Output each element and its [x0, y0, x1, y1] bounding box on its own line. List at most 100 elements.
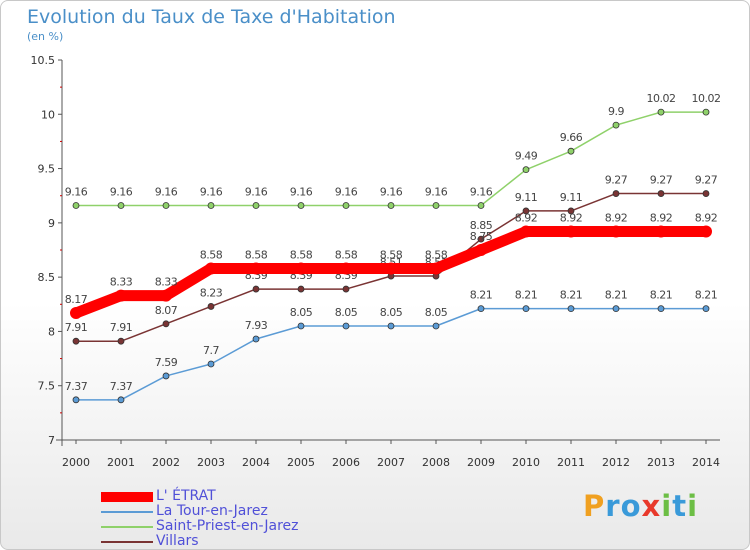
data-point [205, 262, 217, 275]
data-point [117, 337, 125, 345]
data-label: 8.58 [380, 248, 403, 261]
data-label: 10.02 [692, 92, 721, 105]
data-point [520, 225, 532, 238]
x-tick-label: 2013 [647, 456, 675, 469]
logo-letter: r [605, 489, 621, 523]
logo-letter: i [687, 489, 699, 523]
data-label: 9.16 [200, 185, 223, 198]
data-label: 8.92 [605, 212, 628, 225]
data-point [612, 305, 620, 313]
data-point [387, 202, 395, 209]
data-point [342, 322, 350, 330]
data-label: 7.91 [65, 321, 88, 334]
x-tick-label: 2008 [422, 456, 450, 469]
data-point [477, 202, 485, 209]
data-label: 8.05 [335, 306, 358, 319]
data-point [610, 225, 622, 238]
data-point [295, 262, 307, 275]
logo-letter: x [641, 489, 662, 523]
data-label: 8.07 [155, 304, 178, 317]
data-label: 9.16 [290, 185, 313, 198]
legend-swatch [101, 492, 153, 502]
data-point [207, 360, 215, 368]
y-tick-label: 10 [41, 108, 55, 121]
data-label: 7.7 [203, 344, 219, 357]
data-label: 8.05 [380, 306, 403, 319]
data-point [72, 202, 80, 209]
chart-unit-label: (en %) [27, 30, 64, 43]
data-point [297, 322, 305, 330]
data-point [385, 262, 397, 275]
data-label: 7.59 [155, 356, 178, 369]
data-point [297, 285, 305, 293]
data-label: 8.92 [650, 212, 673, 225]
data-point [477, 305, 485, 313]
data-point [162, 202, 170, 209]
data-label: 8.58 [200, 248, 223, 261]
data-label: 8.05 [290, 306, 313, 319]
data-label: 8.33 [110, 276, 133, 289]
data-label: 9.27 [650, 174, 673, 187]
data-label: 8.21 [515, 289, 538, 302]
data-label: 9.66 [560, 131, 583, 144]
data-point [252, 285, 260, 293]
data-point [342, 285, 350, 293]
data-label: 9.16 [380, 185, 403, 198]
data-point [657, 108, 665, 116]
data-label: 8.05 [425, 306, 448, 319]
data-point [160, 289, 172, 302]
x-tick-label: 2000 [62, 456, 90, 469]
logo-letter: i [661, 489, 673, 523]
data-label: 8.58 [335, 248, 358, 261]
x-tick-label: 2009 [467, 456, 495, 469]
data-label: 9.16 [155, 185, 178, 198]
data-label: 8.92 [695, 212, 718, 225]
proxiti-logo: Proxiti [583, 489, 698, 523]
data-point [612, 190, 620, 197]
x-tick-label: 2014 [692, 456, 720, 469]
legend-label: Villars [156, 533, 199, 549]
data-label: 8.33 [155, 276, 178, 289]
data-point [702, 190, 710, 197]
data-point [162, 320, 170, 328]
data-label: 8.17 [65, 293, 88, 306]
data-point [252, 335, 260, 343]
x-tick-label: 2007 [377, 456, 405, 469]
data-label: 8.21 [605, 289, 628, 302]
data-point [657, 190, 665, 197]
data-point [70, 306, 82, 319]
data-point [387, 322, 395, 330]
data-point [252, 202, 260, 209]
y-tick-label: 9 [48, 217, 55, 230]
data-label: 8.58 [245, 248, 268, 261]
y-tick-label: 8 [48, 325, 55, 338]
x-tick-label: 2003 [197, 456, 225, 469]
data-point [72, 337, 80, 345]
y-tick-label: 7.5 [38, 380, 56, 393]
data-point [207, 202, 215, 209]
data-label: 7.37 [110, 380, 133, 393]
data-label: 8.92 [515, 212, 538, 225]
data-label: 8.92 [560, 212, 583, 225]
data-point [340, 262, 352, 275]
data-label: 7.93 [245, 319, 268, 332]
data-label: 8.23 [200, 286, 223, 299]
legend-label: Saint-Priest-en-Jarez [156, 518, 299, 534]
data-label: 8.21 [470, 289, 493, 302]
data-label: 8.21 [560, 289, 583, 302]
data-label: 9.11 [560, 191, 583, 204]
x-tick-label: 2010 [512, 456, 540, 469]
y-tick-label: 10.5 [31, 54, 56, 67]
legend-swatch [101, 511, 153, 513]
y-tick-label: 9.5 [38, 163, 56, 176]
data-point [565, 225, 577, 238]
logo-letter: t [672, 489, 688, 523]
data-label: 9.16 [470, 185, 493, 198]
data-label: 7.37 [65, 380, 88, 393]
x-tick-label: 2001 [107, 456, 135, 469]
data-point [567, 305, 575, 313]
data-label: 9.16 [110, 185, 133, 198]
data-point [702, 305, 710, 313]
